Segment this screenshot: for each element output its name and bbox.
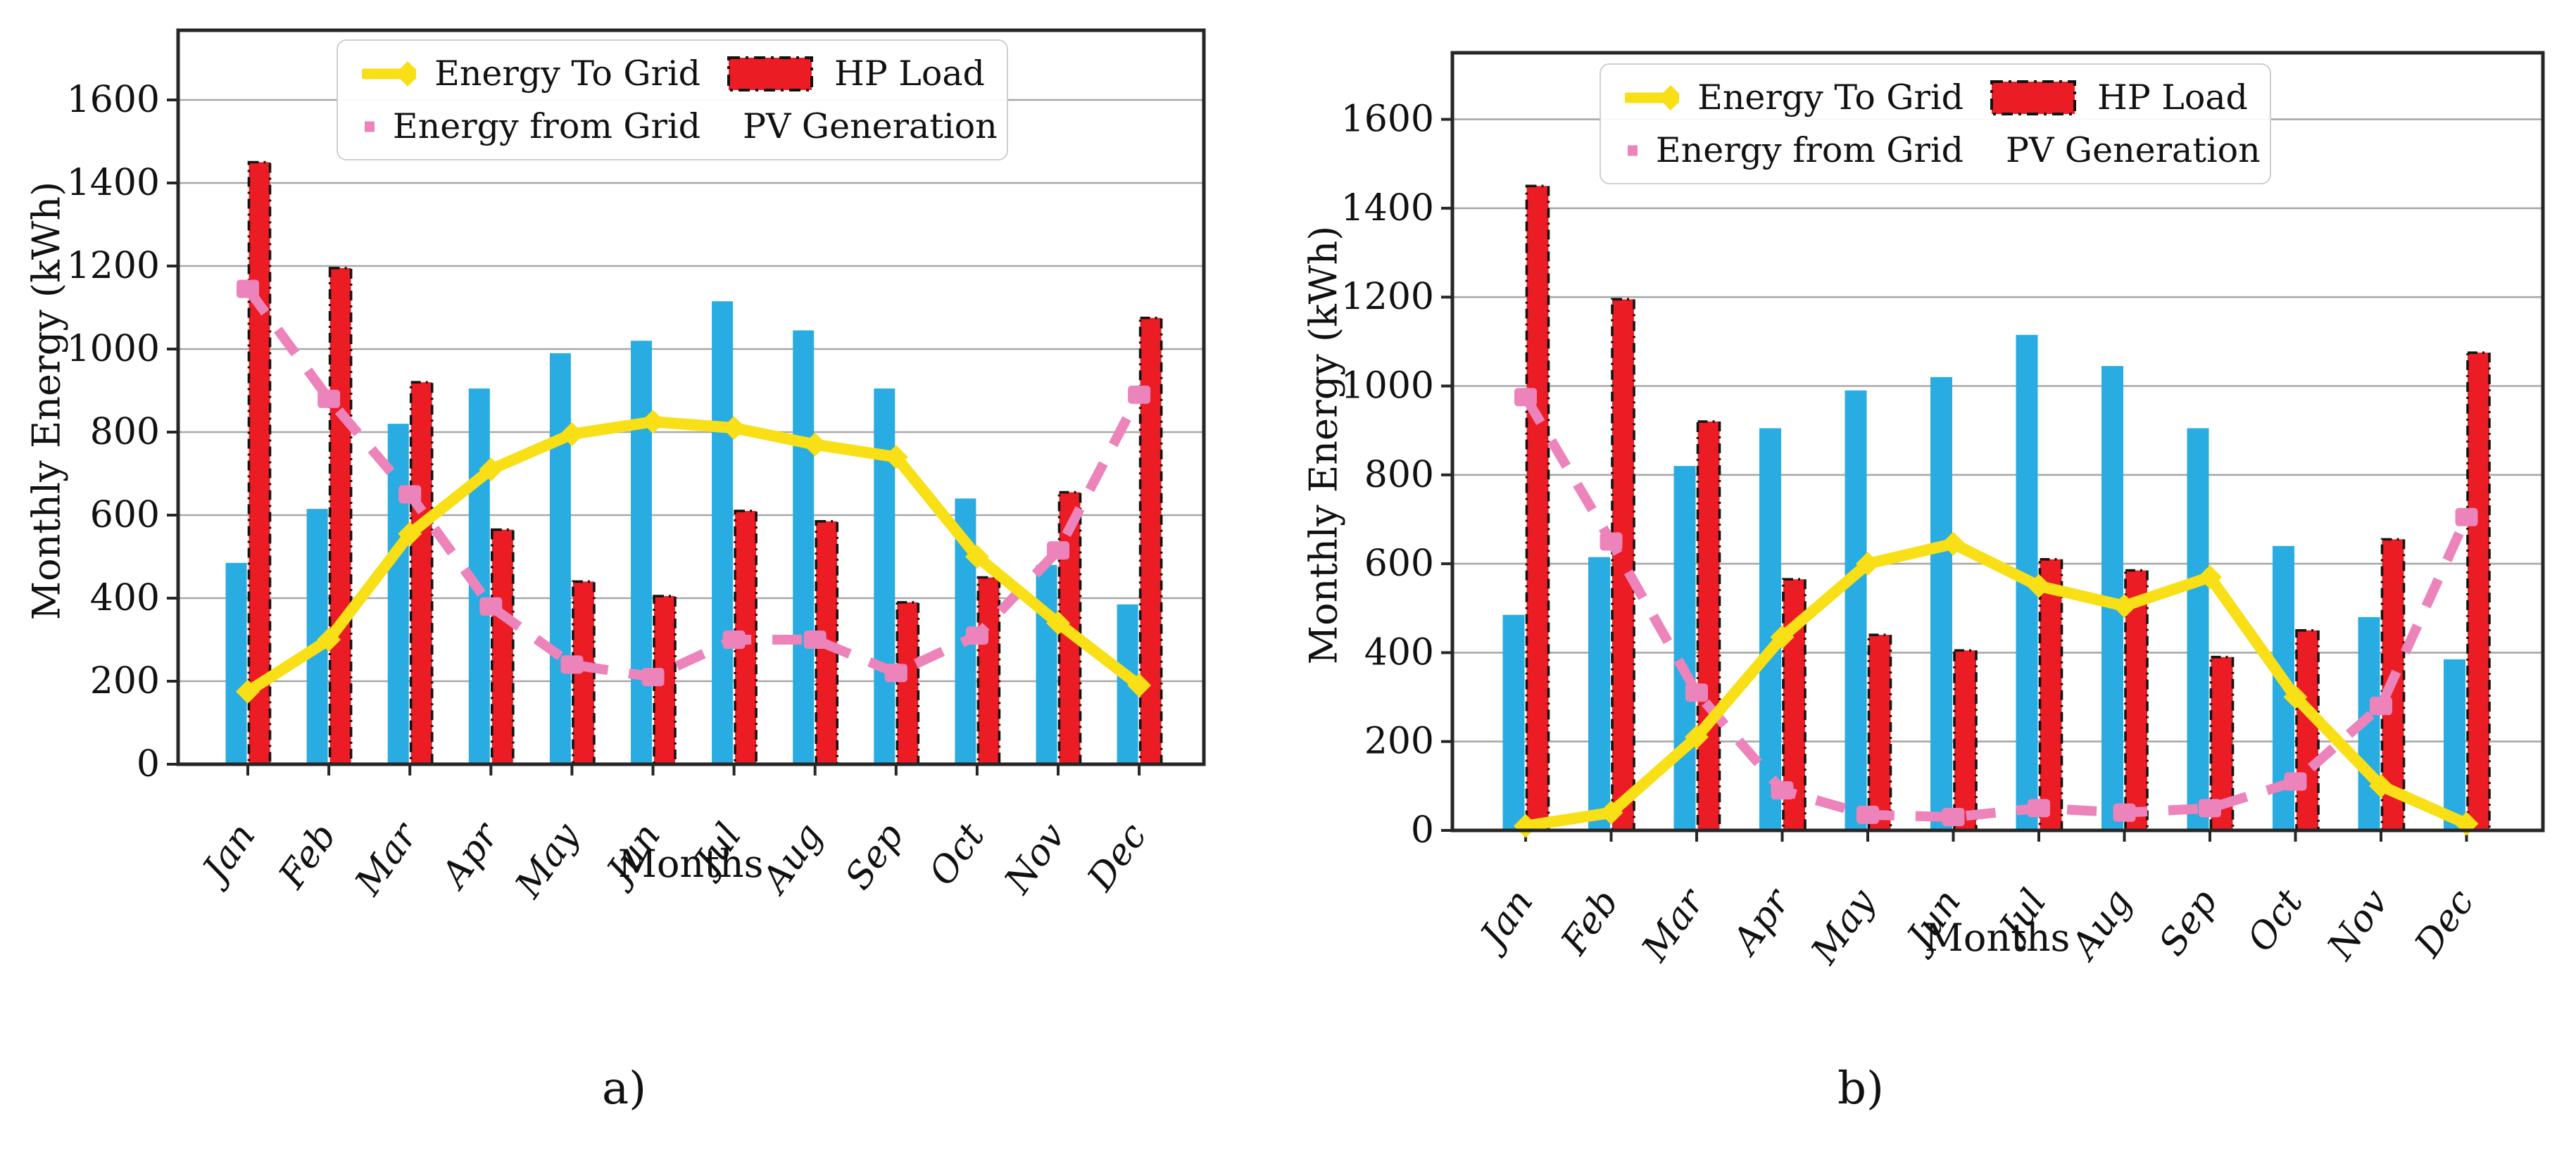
svg-text:Nov: Nov (995, 816, 1074, 902)
legend-item-hp-load: HP Load (700, 53, 996, 94)
svg-text:Jan: Jan (191, 816, 263, 894)
svg-text:Feb: Feb (1553, 882, 1628, 963)
svg-text:1200: 1200 (67, 245, 160, 287)
legend-label: HP Load (834, 53, 985, 94)
bar-swatch-icon (727, 56, 813, 91)
svg-text:Nov: Nov (2318, 882, 2396, 968)
bar-swatch-icon (1990, 80, 2076, 115)
svg-text:200: 200 (1364, 721, 1434, 763)
panel-label-b: b) (1837, 1063, 1884, 1115)
svg-text:Mar: Mar (347, 814, 427, 903)
svg-text:Oct: Oct (2239, 882, 2311, 959)
svg-text:1400: 1400 (1341, 187, 1434, 229)
svg-text:600: 600 (1364, 543, 1434, 585)
svg-text:Oct: Oct (921, 816, 993, 893)
legend-item-energy-from-grid: Energy from Grid (1601, 130, 1964, 170)
legend-item-hp-load: HP Load (1964, 77, 2259, 118)
legend-label: HP Load (2097, 77, 2248, 118)
svg-text:Feb: Feb (270, 816, 345, 897)
svg-text:Dec: Dec (1079, 816, 1155, 899)
svg-text:1600: 1600 (67, 79, 160, 121)
svg-text:800: 800 (1364, 454, 1434, 496)
x-axis-title: Months (1924, 916, 2071, 960)
svg-text:200: 200 (90, 660, 160, 702)
chart-a-legend: Energy To Grid HP Load Energy from Grid … (337, 39, 1008, 160)
legend-label: Energy To Grid (434, 53, 700, 94)
chart-b-legend: Energy To Grid HP Load Energy from Grid … (1600, 63, 2271, 184)
legend-item-energy-from-grid: Energy from Grid (338, 106, 700, 146)
y-axis-title: Monthly Energy (kWh) (1301, 225, 1346, 665)
y-axis-title: Monthly Energy (kWh) (24, 181, 69, 621)
legend-item-pv-generation: PV Generation (700, 106, 998, 146)
legend-item-pv-generation: PV Generation (1964, 130, 2261, 170)
svg-text:Dec: Dec (2406, 882, 2482, 965)
legend-label: PV Generation (2006, 130, 2261, 170)
svg-text:1400: 1400 (67, 162, 160, 204)
svg-text:1200: 1200 (1341, 276, 1434, 318)
svg-text:1000: 1000 (1341, 365, 1434, 407)
legend-label: Energy from Grid (392, 106, 700, 146)
svg-text:Jan: Jan (1469, 882, 1541, 961)
svg-text:800: 800 (90, 411, 160, 453)
svg-text:0: 0 (137, 743, 160, 785)
svg-text:400: 400 (1364, 631, 1434, 673)
svg-text:1000: 1000 (67, 328, 160, 370)
line-swatch-icon (362, 61, 417, 87)
x-axis-title: Months (617, 842, 764, 886)
dashed-line-swatch-icon (1628, 145, 1638, 156)
legend-item-energy-to-grid: Energy To Grid (1601, 77, 1964, 118)
dashed-line-swatch-icon (365, 121, 375, 132)
chart-panel-a: 0 200 400 600 800 1000 1200 1400 1600 Jan Feb Mar Ap… (24, 28, 1206, 1115)
svg-text:0: 0 (1411, 809, 1434, 852)
panel-label-a: a) (602, 1063, 647, 1115)
chart-panel-b: 0 200 400 600 800 1000 1200 1400 1600 Jan Feb Mar Ap… (1288, 0, 2576, 1152)
svg-text:Mar: Mar (1633, 880, 1714, 969)
svg-text:400: 400 (90, 577, 160, 619)
legend-label: Energy To Grid (1697, 77, 1964, 118)
svg-text:600: 600 (90, 494, 160, 536)
legend-label: Energy from Grid (1655, 130, 1964, 170)
svg-text:1600: 1600 (1341, 99, 1434, 141)
legend-label: PV Generation (743, 106, 998, 146)
legend-item-energy-to-grid: Energy To Grid (338, 53, 700, 94)
line-swatch-icon (1625, 84, 1680, 110)
